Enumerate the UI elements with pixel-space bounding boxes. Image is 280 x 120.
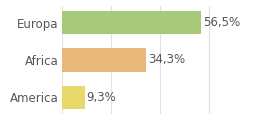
Text: 34,3%: 34,3% [148,54,185,66]
Text: 9,3%: 9,3% [87,91,116,104]
Text: 56,5%: 56,5% [203,16,240,29]
Bar [62,86,85,109]
Bar [62,48,146,72]
Bar [62,11,201,34]
